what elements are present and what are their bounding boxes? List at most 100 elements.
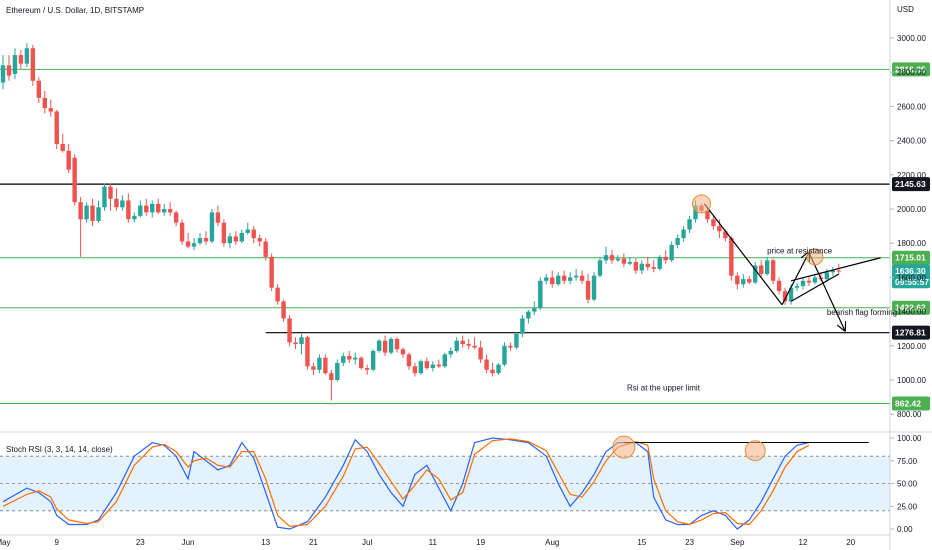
candle-body <box>693 205 698 220</box>
level-badge <box>892 325 930 340</box>
candle-body <box>424 361 430 369</box>
candle-body <box>484 359 489 370</box>
candle-body <box>627 262 633 264</box>
candle-body <box>191 243 197 247</box>
candle-body <box>12 55 18 74</box>
candle-body <box>347 356 352 360</box>
price-tick-label: 1600.00 <box>897 273 926 282</box>
candle-body <box>239 232 244 242</box>
candle-body <box>514 333 519 348</box>
candle-body <box>317 357 322 370</box>
time-tick-label: 9 <box>55 538 60 547</box>
candle-body <box>299 337 304 345</box>
candle-body <box>370 350 376 370</box>
candle-body <box>120 200 125 208</box>
candle-body <box>60 144 65 151</box>
candle-body <box>836 270 841 272</box>
level-badge <box>892 300 930 315</box>
candle-body <box>66 150 71 170</box>
candle-body <box>717 226 722 232</box>
level-badge <box>892 177 930 192</box>
candle-body <box>114 198 119 208</box>
candle-body <box>729 238 734 276</box>
candle-body <box>269 256 274 288</box>
candle-body <box>496 364 501 374</box>
candle-body <box>645 263 650 268</box>
highlight-circle <box>612 435 636 459</box>
time-tick-label: Jun <box>182 538 195 547</box>
candle-body <box>287 318 292 343</box>
candle-body <box>747 279 752 283</box>
candle-body <box>758 265 764 274</box>
candle-body <box>251 229 256 239</box>
candle-body <box>179 222 185 242</box>
candle-body <box>579 275 585 281</box>
candle-body <box>197 238 203 244</box>
candle-body <box>448 350 453 355</box>
price-tick-label: 3000.00 <box>897 34 926 43</box>
highlight-circle <box>806 248 824 266</box>
candle-body <box>556 275 561 285</box>
candle-body <box>508 345 513 348</box>
candle-body <box>281 301 286 319</box>
candle-body <box>723 231 728 239</box>
candle-body <box>442 354 447 367</box>
candle-body <box>669 244 674 261</box>
candle-body <box>18 55 24 64</box>
candle-body <box>102 186 107 208</box>
candle-body <box>770 260 776 281</box>
candle-body <box>585 280 591 300</box>
price-tick-label: 1400.00 <box>897 308 926 317</box>
candle-body <box>472 345 477 348</box>
time-tick-label: 15 <box>637 538 646 547</box>
annotation-label: Rsi at the upper limit <box>627 383 701 392</box>
candle-body <box>400 349 406 355</box>
level-badge <box>892 62 930 77</box>
candle-body <box>72 157 77 203</box>
level-badge-label: 1276.81 <box>895 328 926 338</box>
stoch-title: Stoch RSI (3, 3, 14, 14, close) <box>6 445 113 454</box>
price-tick-label: 2800.00 <box>897 68 926 77</box>
time-tick-label: 11 <box>429 538 438 547</box>
stoch-tick-label: 25.00 <box>897 502 918 511</box>
candle-body <box>0 65 6 83</box>
candle-body <box>221 222 227 244</box>
time-tick-label: Jul <box>362 538 372 547</box>
candle-body <box>382 340 388 353</box>
stoch-tick-label: 50.00 <box>897 480 918 489</box>
candle-body <box>520 318 525 334</box>
time-tick-label: 12 <box>799 538 808 547</box>
candle-body <box>138 205 143 216</box>
candle-body <box>806 280 812 283</box>
candle-body <box>687 219 692 230</box>
candle-body <box>436 364 442 367</box>
candle-body <box>615 258 621 261</box>
candle-body <box>364 368 370 370</box>
time-tick-label: 20 <box>846 538 855 547</box>
candle-body <box>741 279 746 285</box>
candle-body <box>275 287 280 302</box>
candle-body <box>812 277 818 283</box>
candle-body <box>341 356 346 363</box>
candle-body <box>526 311 531 319</box>
flag-upper-line <box>790 257 881 282</box>
level-badge <box>892 250 930 265</box>
time-tick-label: 23 <box>685 538 694 547</box>
stoch-tick-label: 75.00 <box>897 457 918 466</box>
level-badge <box>892 396 930 411</box>
level-badge-label: 2816.35 <box>895 64 926 74</box>
candle-body <box>675 238 680 245</box>
candle-body <box>48 108 53 112</box>
candle-body <box>573 275 579 278</box>
candle-body <box>776 280 782 292</box>
candle-body <box>245 229 250 233</box>
candle-body <box>466 344 471 346</box>
level-badge-label: 862.42 <box>895 399 921 409</box>
candle-body <box>353 357 358 360</box>
level-badge-label: 2145.63 <box>895 179 926 189</box>
candle-body <box>538 280 543 309</box>
annotation-label: price at resistance <box>767 246 832 255</box>
candle-body <box>203 238 209 242</box>
candle-body <box>591 275 597 300</box>
